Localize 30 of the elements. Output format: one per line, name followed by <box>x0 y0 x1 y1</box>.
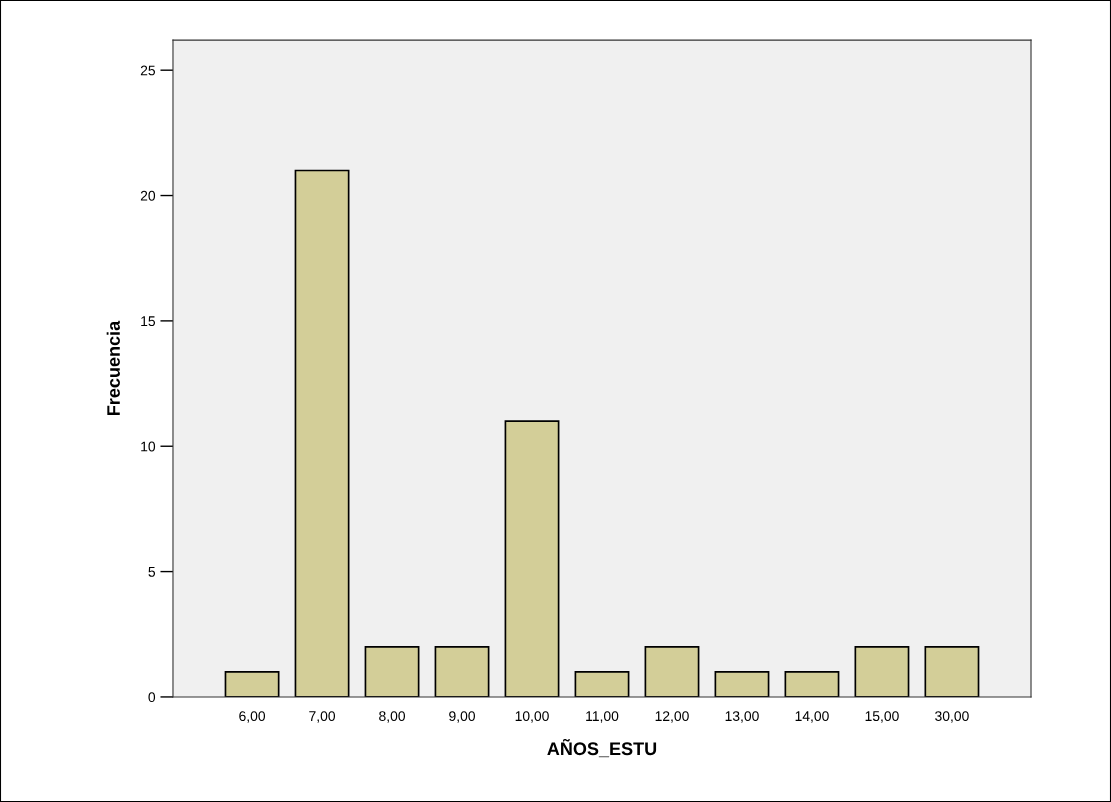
y-tick-label: 5 <box>148 567 156 577</box>
x-tick-label: 12,00 <box>655 711 689 723</box>
x-tick-label: 14,00 <box>795 711 829 723</box>
y-tick-label: 10 <box>141 441 156 452</box>
bar <box>924 645 980 697</box>
y-tick-label: 25 <box>140 65 156 76</box>
bar <box>504 420 560 697</box>
bar <box>854 645 910 697</box>
bar <box>294 169 350 697</box>
bar <box>434 645 490 697</box>
bar <box>574 671 630 697</box>
x-tick-label: 9,00 <box>449 711 475 723</box>
x-tick-label: 13,00 <box>725 711 759 723</box>
x-tick-label: 30,00 <box>935 711 969 723</box>
y-axis-title: Frecuencia <box>106 320 120 415</box>
x-tick-label: 7,00 <box>309 711 336 723</box>
bar <box>644 645 700 697</box>
x-tick-label: 10,00 <box>515 711 549 723</box>
bar <box>714 671 770 697</box>
x-tick-label: 8,00 <box>379 711 406 723</box>
x-axis-title: AÑOS_ESTU <box>547 738 657 758</box>
bar <box>364 645 420 697</box>
x-tick-label: 11,00 <box>586 711 619 723</box>
y-tick-label: 0 <box>148 692 156 703</box>
x-tick-label: 6,00 <box>239 711 266 723</box>
bar <box>224 671 280 697</box>
x-tick-label: 15,00 <box>865 711 899 723</box>
y-tick-label: 20 <box>140 190 156 201</box>
y-tick-label: 15 <box>141 316 156 327</box>
bar <box>784 671 840 697</box>
